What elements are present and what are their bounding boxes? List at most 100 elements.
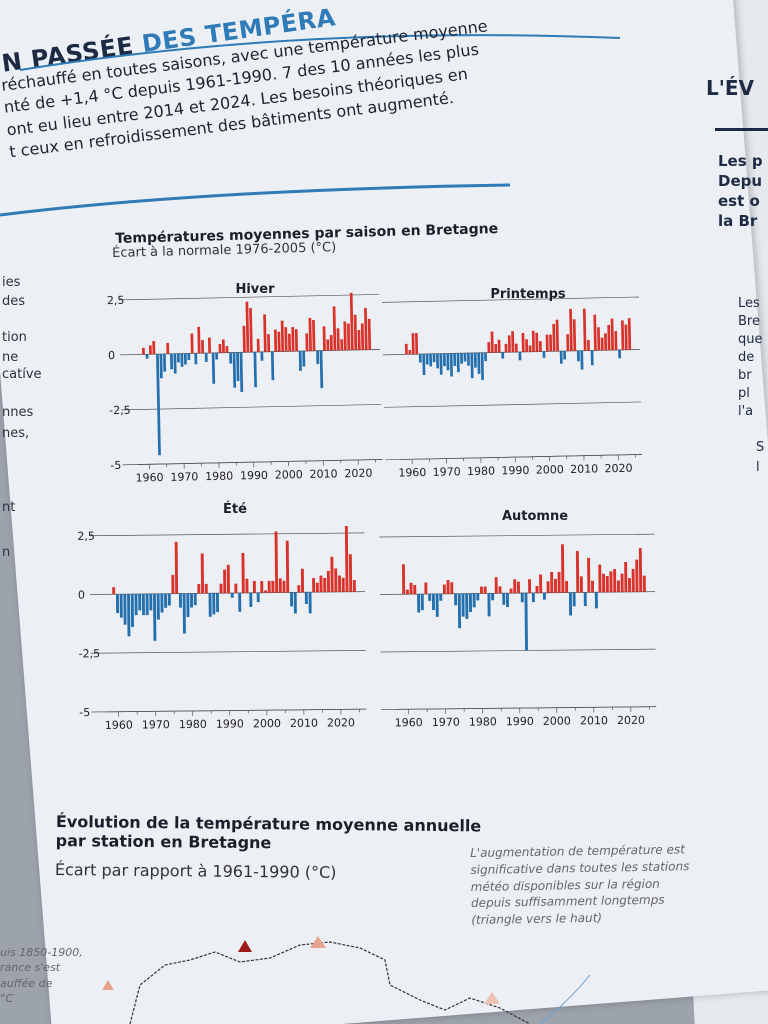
bar (245, 578, 249, 593)
bar (163, 353, 167, 372)
y-tick-label: 0 (108, 349, 115, 362)
right-page-line: Les p (718, 152, 763, 170)
bar (487, 593, 491, 617)
bar (290, 592, 294, 607)
bar (249, 592, 253, 607)
bar (514, 343, 518, 353)
station-triangle-icon (102, 980, 114, 990)
bar (197, 326, 201, 354)
bar (509, 588, 513, 594)
note-line: uis 1850-1900, (0, 946, 83, 959)
map-river (539, 974, 591, 1024)
bar (502, 593, 506, 605)
right-page-title: L'ÉV (706, 76, 755, 100)
bar (304, 592, 308, 605)
x-tick-label: 2010 (570, 462, 598, 476)
bar (604, 333, 608, 351)
x-tick-label: 1970 (142, 718, 170, 731)
bar (367, 318, 372, 350)
gridline (121, 404, 382, 411)
bar (282, 580, 286, 593)
bar (253, 352, 257, 388)
bar (212, 593, 216, 615)
bar (223, 569, 227, 594)
bar (271, 580, 275, 593)
bar (504, 343, 508, 353)
bar (531, 592, 535, 603)
bar (349, 292, 354, 351)
bar (280, 320, 285, 352)
bar (472, 593, 476, 608)
left-column-fragment: nt (2, 500, 16, 515)
bar (312, 578, 316, 593)
bar (454, 593, 458, 606)
bar (457, 593, 462, 629)
bar (336, 328, 340, 351)
x-tick-label: 1960 (135, 471, 163, 485)
x-tick-label: 2000 (275, 468, 303, 482)
x-tick-label: 2010 (580, 714, 608, 727)
bar (285, 540, 290, 593)
note-line: °C (0, 992, 14, 1006)
bar (343, 321, 347, 351)
bar (211, 352, 216, 384)
right-page-line: br (738, 368, 752, 383)
bar (535, 332, 539, 352)
bar (616, 580, 620, 593)
bar (287, 333, 292, 352)
bar (187, 353, 191, 361)
bar (575, 551, 580, 593)
bar (256, 338, 260, 353)
bar (572, 592, 576, 607)
gridline (89, 532, 365, 537)
bar (182, 593, 186, 634)
bar (152, 340, 156, 355)
x-tick-label: 2000 (543, 715, 571, 728)
bar (167, 593, 171, 606)
bar (346, 323, 351, 351)
left-column-fragment: ne (2, 350, 19, 365)
bar (618, 349, 622, 359)
x-tick-label: 1990 (506, 715, 534, 728)
bar (159, 353, 163, 379)
bar (364, 307, 368, 350)
bar (411, 333, 415, 355)
bar (239, 352, 244, 392)
bar (340, 339, 344, 351)
bar (357, 330, 361, 350)
bar (225, 346, 229, 353)
bar (256, 592, 260, 603)
bar (490, 331, 494, 353)
bar (456, 353, 460, 373)
bar (442, 584, 446, 594)
note-line: auffée de (0, 976, 53, 990)
bar (115, 594, 120, 614)
bar (130, 594, 135, 627)
bar (215, 352, 219, 360)
bar (263, 314, 267, 352)
bar (293, 592, 297, 614)
bar (315, 582, 319, 593)
bar (479, 586, 483, 594)
bar (518, 351, 522, 361)
bar (552, 323, 556, 352)
bar (230, 593, 234, 598)
y-tick-label: -5 (79, 706, 90, 719)
bar (580, 350, 584, 370)
right-page-line: Depu (718, 172, 763, 190)
y-tick-label: -2,5 (79, 647, 101, 660)
bar (112, 587, 116, 595)
bar (297, 585, 301, 593)
bar (561, 544, 565, 593)
bar (330, 556, 334, 592)
bar (338, 575, 342, 592)
bar (449, 353, 453, 377)
bar (628, 578, 632, 592)
x-axis (137, 459, 383, 465)
bar (401, 564, 406, 595)
bar (477, 352, 481, 374)
bar (142, 347, 145, 355)
bar (610, 318, 614, 351)
left-column-fragment: des (2, 294, 26, 309)
